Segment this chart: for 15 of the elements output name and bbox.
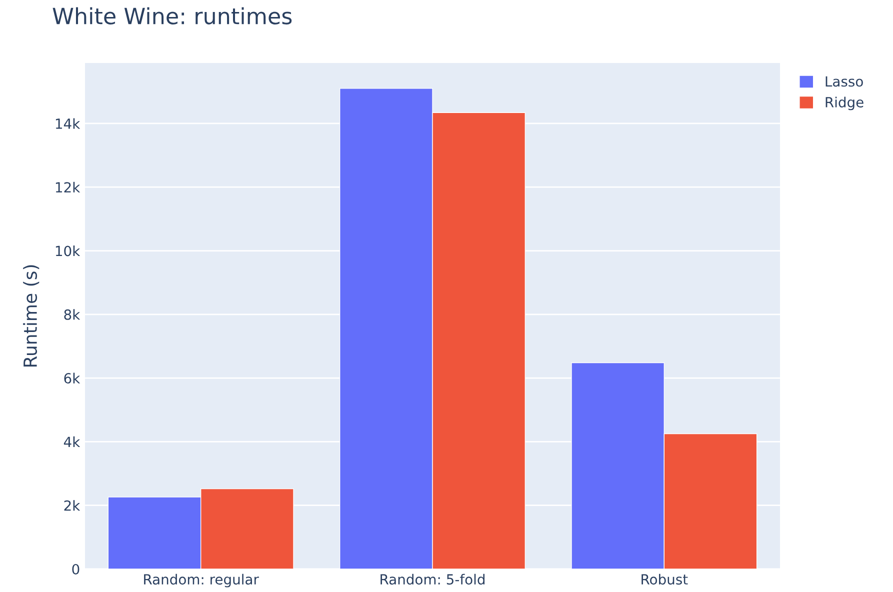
y-tick-label: 8k [64, 309, 80, 320]
y-axis-title: Runtime (s) [23, 265, 40, 367]
y-tick-label: 14k [56, 118, 80, 129]
legend-label: Lasso [826, 76, 863, 87]
x-tick-label: Random: 5-fold [380, 574, 484, 585]
legend-label: Ridge [826, 96, 864, 110]
y-tick-label: 0 [72, 564, 80, 574]
x-tick-label: Random: regular [144, 574, 259, 588]
y-tick-label: 6k [64, 372, 80, 384]
y-tick-label: 4k [64, 436, 80, 447]
x-tick-label: Robust [642, 574, 688, 585]
y-tick-label: 2k [64, 500, 80, 511]
chart-title: White Wine: runtimes [52, 7, 292, 24]
y-tick-label: 10k [56, 245, 80, 256]
y-tick-label: 12k [56, 182, 80, 192]
